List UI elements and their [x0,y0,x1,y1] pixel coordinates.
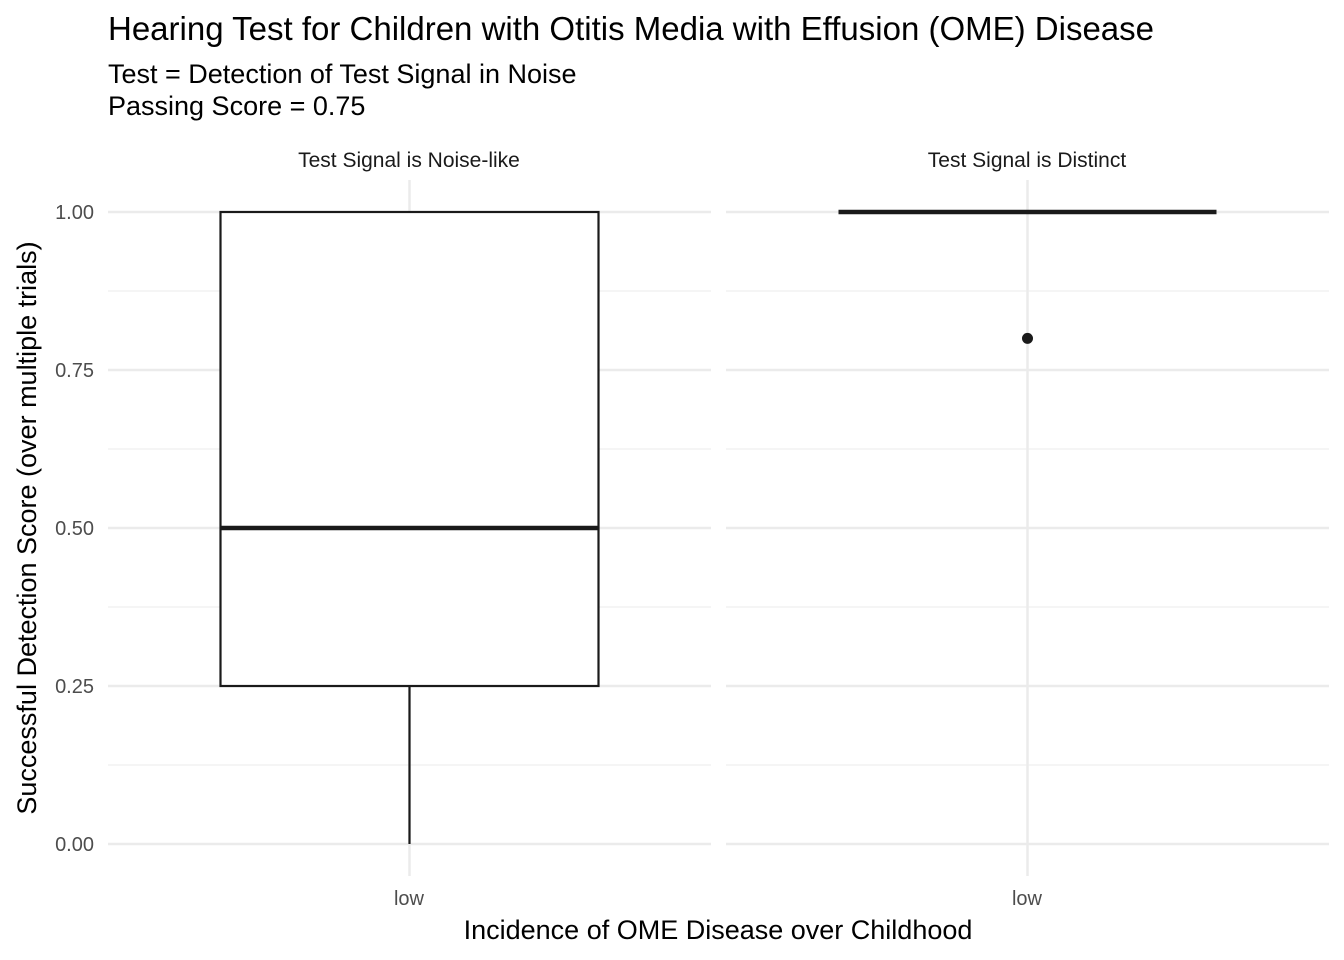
chart-subtitle-line-1: Test = Detection of Test Signal in Noise [108,59,577,89]
box-iqr [219,210,600,688]
x-axis-title: Incidence of OME Disease over Childhood [464,915,973,945]
y-tick-label: 0.75 [55,360,94,382]
facet-label-noise-like: Test Signal is Noise-like [298,149,520,172]
x-tick-label-facet-1: low [394,888,425,910]
facet-label-distinct: Test Signal is Distinct [928,149,1127,172]
x-tick-label-facet-2: low [1012,888,1043,910]
y-tick-labels: 0.00 0.25 0.50 0.75 1.00 [55,202,94,856]
y-axis-title: Successful Detection Score (over multipl… [12,241,42,814]
outlier-point [1022,332,1033,344]
data-layer [219,209,1217,844]
y-tick-label: 0.25 [55,676,94,698]
chart-subtitle-line-2: Passing Score = 0.75 [108,91,365,121]
chart-title: Hearing Test for Children with Otitis Me… [108,10,1154,47]
y-tick-label: 0.00 [55,834,94,856]
y-tick-label: 0.50 [55,518,94,540]
y-tick-label: 1.00 [55,202,94,224]
